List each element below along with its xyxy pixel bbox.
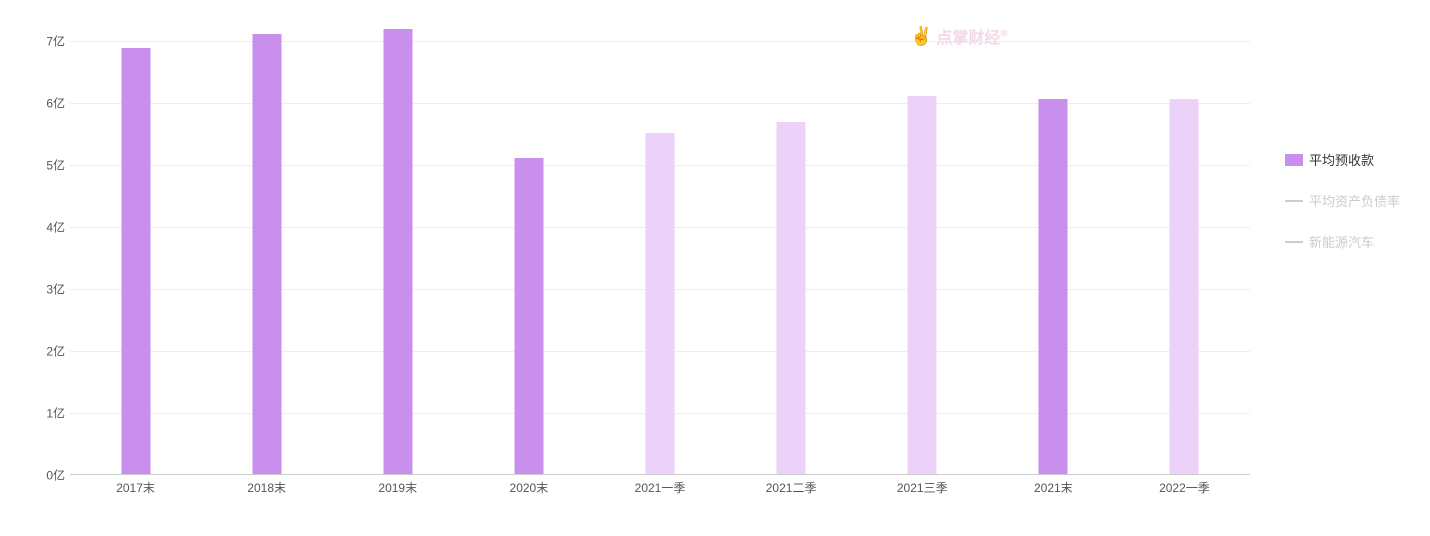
watermark-icon: ✌	[910, 26, 932, 47]
bar[interactable]	[252, 34, 281, 474]
y-axis-label: 5亿	[25, 157, 65, 174]
legend-swatch-line	[1285, 241, 1303, 243]
bar[interactable]	[514, 158, 543, 474]
grid-line	[70, 103, 1250, 104]
y-axis-label: 2亿	[25, 343, 65, 360]
watermark: ✌点掌财经®	[910, 24, 1008, 48]
x-axis-label: 2022一季	[1159, 479, 1210, 496]
legend-swatch-line	[1285, 200, 1303, 202]
bar-chart: 2017末 2018末 2019末 2020末 2021一季 2021二季 2021三季 20…	[20, 10, 1260, 520]
x-axis-label: 2018末	[247, 479, 286, 496]
legend-item[interactable]: 平均预收款	[1285, 150, 1400, 169]
y-axis-label: 0亿	[25, 467, 65, 484]
bar[interactable]	[383, 29, 412, 474]
y-axis-label: 6亿	[25, 95, 65, 112]
watermark-reg: ®	[1000, 29, 1007, 40]
bar[interactable]	[646, 133, 675, 474]
y-axis-label: 1亿	[25, 405, 65, 422]
bar[interactable]	[1039, 99, 1068, 474]
x-axis-label: 2021末	[1034, 479, 1073, 496]
x-axis-label: 2021二季	[766, 479, 817, 496]
x-axis-label: 2017末	[116, 479, 155, 496]
x-axis-label: 2021三季	[897, 479, 948, 496]
legend-item[interactable]: 平均资产负债率	[1285, 191, 1400, 210]
plot-area: 2017末2018末2019末2020末2021一季2021二季2021三季20…	[70, 10, 1250, 475]
bar[interactable]	[777, 122, 806, 474]
legend: 平均预收款平均资产负债率新能源汽车	[1285, 150, 1400, 273]
legend-item[interactable]: 新能源汽车	[1285, 232, 1400, 251]
y-axis-label: 3亿	[25, 281, 65, 298]
x-axis-label: 2021一季	[635, 479, 686, 496]
legend-swatch-rect	[1285, 154, 1303, 166]
legend-label: 平均预收款	[1309, 150, 1374, 169]
legend-label: 平均资产负债率	[1309, 191, 1400, 210]
bar[interactable]	[121, 48, 150, 474]
grid-line	[70, 41, 1250, 42]
x-axis-label: 2019末	[378, 479, 417, 496]
x-axis-label: 2020末	[510, 479, 549, 496]
y-axis-label: 7亿	[25, 33, 65, 50]
bar[interactable]	[908, 96, 937, 474]
legend-label: 新能源汽车	[1309, 232, 1374, 251]
watermark-text: 点掌财经®	[936, 24, 1007, 48]
bar[interactable]	[1170, 99, 1199, 474]
y-axis-label: 4亿	[25, 219, 65, 236]
